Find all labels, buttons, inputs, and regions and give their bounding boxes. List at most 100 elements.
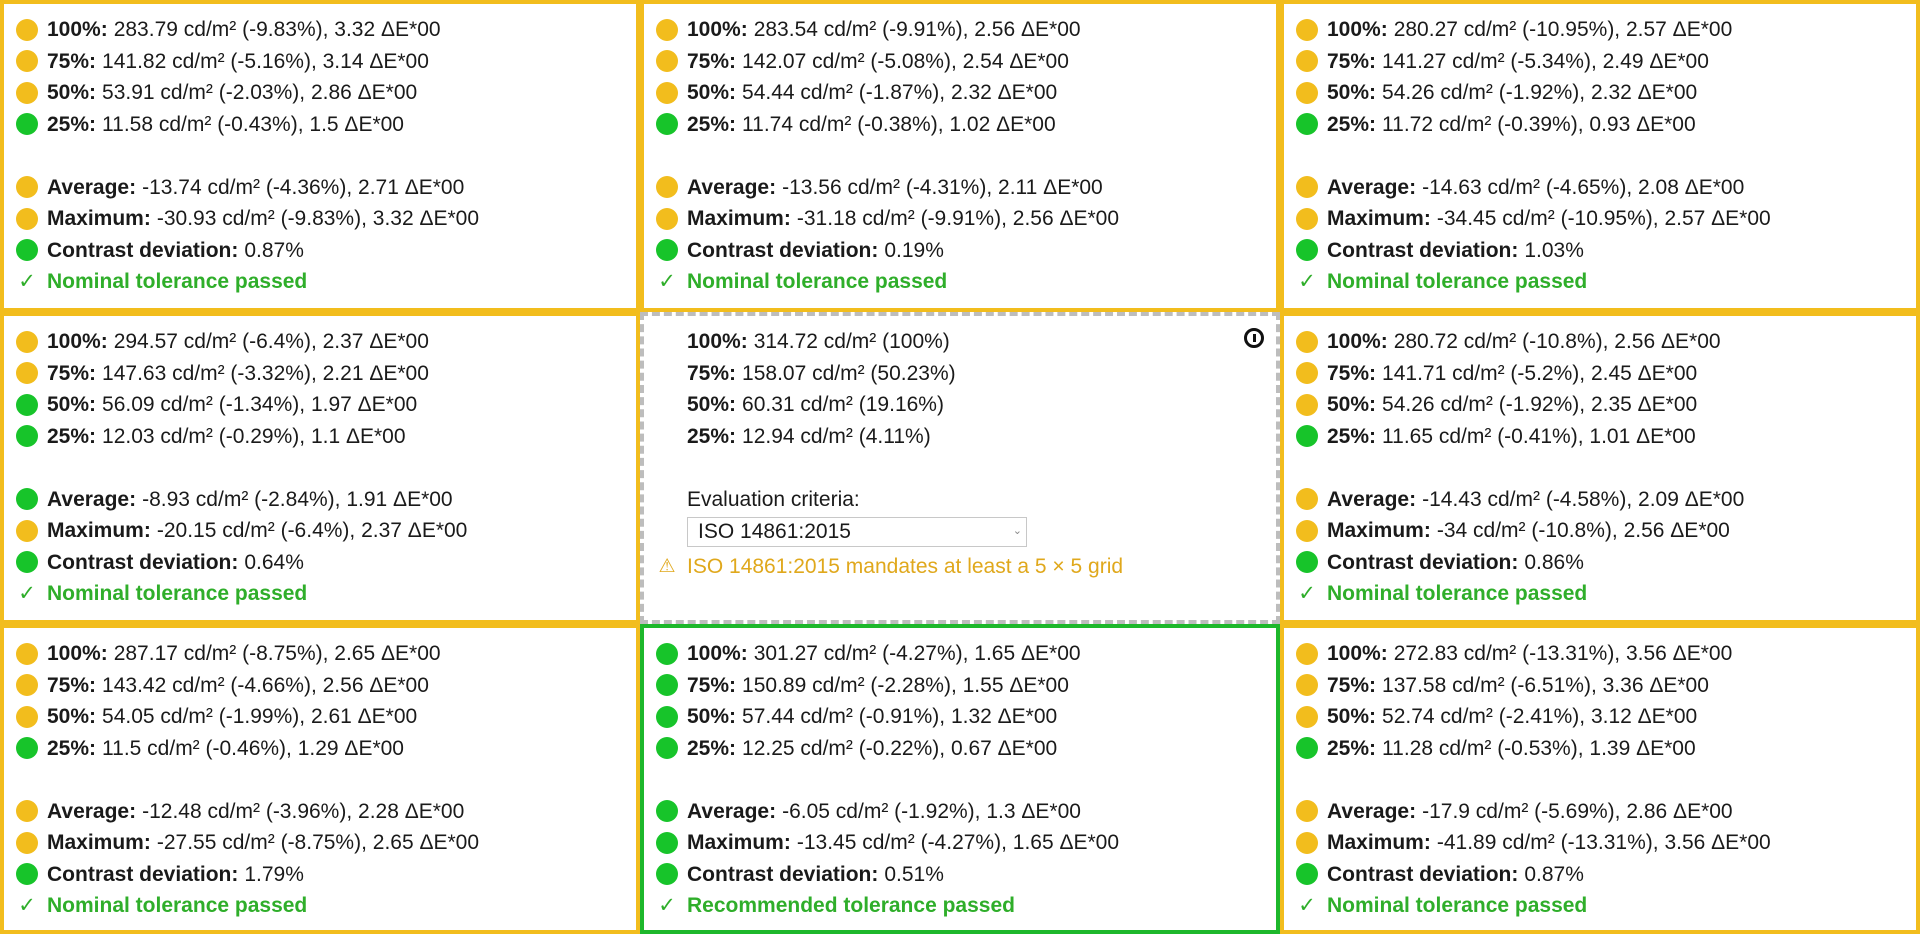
row-label: 100%: xyxy=(687,642,748,665)
summary-row: Average: -13.74 cd/m² (-4.36%), 2.71 ΔE*0… xyxy=(16,172,636,204)
row-value: 56.09 cd/m² (-1.34%), 1.97 ΔE*00 xyxy=(102,393,418,416)
summary-value: 0.86% xyxy=(1524,550,1584,574)
summary-value: -34.45 cd/m² (-10.95%), 2.57 ΔE*00 xyxy=(1436,207,1771,230)
check-icon: ✓ xyxy=(1298,894,1316,917)
summary-label: Maximum: xyxy=(47,207,151,230)
row-value: 54.26 cd/m² (-1.92%), 2.35 ΔE*00 xyxy=(1382,393,1698,416)
status-dot-icon xyxy=(1296,330,1318,353)
measurement-row: 100%: 294.57 cd/m² (-6.4%), 2.37 ΔE*00 xyxy=(16,326,636,358)
summary-value: 0.51% xyxy=(884,862,944,886)
status-dot-icon xyxy=(1296,18,1318,41)
status-dot-icon xyxy=(1296,705,1318,728)
measurement-row: 50%: 54.05 cd/m² (-1.99%), 2.61 ΔE*00 xyxy=(16,701,636,733)
status-dot-icon xyxy=(16,831,38,854)
row-value: 287.17 cd/m² (-8.75%), 2.65 ΔE*00 xyxy=(113,642,441,665)
status-dot-icon xyxy=(16,362,38,385)
tolerance-result-text: Nominal tolerance passed xyxy=(687,270,948,293)
status-dot-icon xyxy=(16,519,38,542)
grid-cell: 100%: 280.72 cd/m² (-10.8%), 2.56 ΔE*00 75… xyxy=(1280,312,1920,624)
row-label: 100%: xyxy=(47,18,108,41)
measurement-row: 50%: 57.44 cd/m² (-0.91%), 1.32 ΔE*00 xyxy=(656,701,1276,733)
summary-row: Contrast deviation: 0.86% xyxy=(1296,547,1916,579)
status-dot-icon xyxy=(16,642,38,665)
summary-row: Contrast deviation: 1.03% xyxy=(1296,235,1916,267)
summary-row: Average: -12.48 cd/m² (-3.96%), 2.28 ΔE*0… xyxy=(16,796,636,828)
row-value: 150.89 cd/m² (-2.28%), 1.55 ΔE*00 xyxy=(742,673,1069,697)
summary-row: Contrast deviation: 0.87% xyxy=(1296,859,1916,891)
row-value: 12.03 cd/m² (-0.29%), 1.1 ΔE*00 xyxy=(102,424,406,448)
evaluation-criteria-value: ISO 14861:2015 xyxy=(698,520,851,543)
status-dot-icon xyxy=(1296,239,1318,262)
summary-value: -17.9 cd/m² (-5.69%), 2.86 ΔE*00 xyxy=(1422,799,1733,823)
status-dot-icon xyxy=(16,425,38,448)
status-dot-icon xyxy=(1296,642,1318,665)
summary-label: Contrast deviation: xyxy=(687,862,879,886)
row-label: 25%: xyxy=(1327,112,1377,136)
summary-value: 0.87% xyxy=(1524,862,1584,886)
summary-row: Maximum: -34.45 cd/m² (-10.95%), 2.57 ΔE*… xyxy=(1296,203,1916,235)
status-dot-icon xyxy=(1296,176,1318,199)
row-value: 272.83 cd/m² (-13.31%), 3.56 ΔE*00 xyxy=(1393,642,1733,665)
measurement-row: 50%: 56.09 cd/m² (-1.34%), 1.97 ΔE*00 xyxy=(16,389,636,421)
info-icon[interactable] xyxy=(1244,328,1264,348)
measurement-row: 25%: 11.58 cd/m² (-0.43%), 1.5 ΔE*00 xyxy=(16,109,636,141)
status-dot-icon xyxy=(16,551,38,574)
status-dot-icon xyxy=(16,705,38,728)
tolerance-result-text: Recommended tolerance passed xyxy=(687,894,1015,917)
summary-label: Contrast deviation: xyxy=(687,238,879,262)
measurement-row: 100%: 272.83 cd/m² (-13.31%), 3.56 ΔE*00 xyxy=(1296,638,1916,670)
row-label: 50%: xyxy=(687,81,737,104)
check-icon: ✓ xyxy=(18,582,36,605)
row-value: 314.72 cd/m² (100%) xyxy=(753,330,950,353)
check-icon: ✓ xyxy=(18,894,36,917)
summary-value: 0.64% xyxy=(244,550,304,574)
summary-label: Average: xyxy=(1327,487,1417,511)
row-value: 283.79 cd/m² (-9.83%), 3.32 ΔE*00 xyxy=(113,18,441,41)
row-label: 25%: xyxy=(1327,736,1377,760)
summary-label: Contrast deviation: xyxy=(47,862,239,886)
summary-value: -30.93 cd/m² (-9.83%), 3.32 ΔE*00 xyxy=(156,207,480,230)
summary-row: Maximum: -27.55 cd/m² (-8.75%), 2.65 ΔE*0… xyxy=(16,827,636,859)
summary-label: Maximum: xyxy=(47,519,151,542)
status-dot-icon xyxy=(656,81,678,104)
row-label: 25%: xyxy=(687,112,737,136)
summary-row: Average: -17.9 cd/m² (-5.69%), 2.86 ΔE*00 xyxy=(1296,796,1916,828)
row-value: 141.82 cd/m² (-5.16%), 3.14 ΔE*00 xyxy=(102,49,429,73)
status-dot-icon xyxy=(1296,362,1318,385)
summary-row: Average: -14.63 cd/m² (-4.65%), 2.08 ΔE*0… xyxy=(1296,172,1916,204)
summary-label: Average: xyxy=(687,799,777,823)
summary-row: Maximum: -34 cd/m² (-10.8%), 2.56 ΔE*00 xyxy=(1296,515,1916,547)
tolerance-result-text: Nominal tolerance passed xyxy=(1327,894,1588,917)
row-label: 25%: xyxy=(47,736,97,760)
row-label: 100%: xyxy=(687,18,748,41)
evaluation-criteria-select[interactable]: ISO 14861:2015 ⌄ xyxy=(687,517,1027,547)
summary-value: -6.05 cd/m² (-1.92%), 1.3 ΔE*00 xyxy=(782,799,1081,823)
tolerance-result-text: Nominal tolerance passed xyxy=(47,894,308,917)
row-label: 100%: xyxy=(47,330,108,353)
row-value: 301.27 cd/m² (-4.27%), 1.65 ΔE*00 xyxy=(753,642,1081,665)
row-label: 50%: xyxy=(1327,705,1377,728)
status-dot-icon xyxy=(656,239,678,262)
summary-label: Contrast deviation: xyxy=(1327,862,1519,886)
row-value: 57.44 cd/m² (-0.91%), 1.32 ΔE*00 xyxy=(742,705,1058,728)
summary-value: -14.63 cd/m² (-4.65%), 2.08 ΔE*00 xyxy=(1422,175,1745,199)
row-value: 142.07 cd/m² (-5.08%), 2.54 ΔE*00 xyxy=(742,49,1069,73)
row-value: 141.71 cd/m² (-5.2%), 2.45 ΔE*00 xyxy=(1382,361,1698,385)
summary-row: Average: -6.05 cd/m² (-1.92%), 1.3 ΔE*00 xyxy=(656,796,1276,828)
measurement-row: 25%: 11.28 cd/m² (-0.53%), 1.39 ΔE*00 xyxy=(1296,733,1916,765)
summary-row: Maximum: -31.18 cd/m² (-9.91%), 2.56 ΔE*0… xyxy=(656,203,1276,235)
row-label: 75%: xyxy=(47,49,97,73)
measurement-row: 100%: 283.79 cd/m² (-9.83%), 3.32 ΔE*00 xyxy=(16,14,636,46)
measurement-row: 100%: 301.27 cd/m² (-4.27%), 1.65 ΔE*00 xyxy=(656,638,1276,670)
summary-row: Maximum: -13.45 cd/m² (-4.27%), 1.65 ΔE*0… xyxy=(656,827,1276,859)
summary-label: Average: xyxy=(47,175,137,199)
status-dot-icon xyxy=(1296,488,1318,511)
status-dot-icon xyxy=(656,642,678,665)
row-value: 11.28 cd/m² (-0.53%), 1.39 ΔE*00 xyxy=(1382,736,1696,760)
grid-cell: 100%: 294.57 cd/m² (-6.4%), 2.37 ΔE*00 75%… xyxy=(0,312,640,624)
status-dot-icon xyxy=(1296,831,1318,854)
measurement-row: 100%: 280.27 cd/m² (-10.95%), 2.57 ΔE*00 xyxy=(1296,14,1916,46)
row-label: 50%: xyxy=(687,705,737,728)
status-dot-icon xyxy=(16,81,38,104)
